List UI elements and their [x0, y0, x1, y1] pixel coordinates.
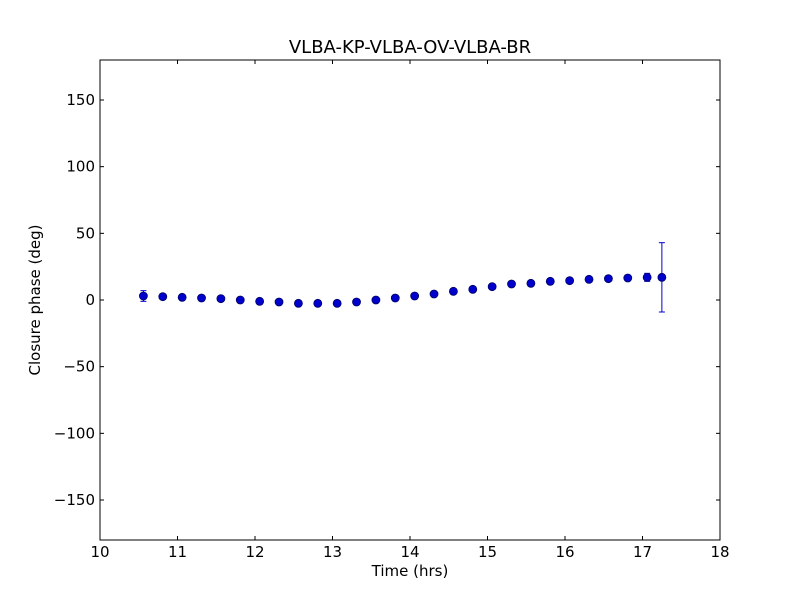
marker	[545, 276, 555, 286]
data-point	[138, 290, 148, 302]
data-point	[158, 292, 168, 302]
data-point	[313, 298, 323, 308]
data-point	[235, 295, 245, 305]
y-tick-label: −150	[54, 491, 95, 509]
x-tick-label: 12	[245, 543, 264, 561]
marker	[255, 296, 265, 306]
data-point	[410, 291, 420, 301]
chart-title: VLBA-KP-VLBA-OV-VLBA-BR	[289, 37, 531, 58]
x-tick-label: 14	[400, 543, 419, 561]
data-point	[448, 286, 458, 296]
data-point	[507, 279, 516, 289]
data-point	[177, 292, 187, 302]
marker	[584, 274, 594, 284]
marker	[177, 292, 187, 302]
marker	[216, 294, 226, 304]
marker	[468, 284, 478, 294]
x-axis: 10 11 12 13 14 15 16 17 18	[90, 60, 730, 561]
marker	[138, 291, 148, 301]
data-point	[468, 284, 478, 294]
marker	[448, 286, 458, 296]
marker	[657, 272, 667, 282]
marker	[429, 289, 439, 299]
data-point	[487, 282, 497, 292]
x-tick-label: 16	[555, 543, 574, 561]
marker	[565, 276, 575, 286]
marker	[197, 293, 206, 303]
x-tick-label: 18	[710, 543, 729, 561]
data-point	[216, 294, 226, 304]
data-point	[584, 274, 594, 284]
marker	[604, 274, 613, 284]
marker	[623, 273, 633, 283]
marker	[642, 272, 652, 282]
data-point	[197, 293, 206, 303]
data-point	[332, 298, 342, 308]
data-point	[293, 298, 303, 308]
marker	[410, 291, 420, 301]
marker	[313, 298, 323, 308]
data-point	[604, 274, 613, 284]
marker	[352, 297, 361, 307]
y-tick-label: 0	[85, 291, 95, 309]
y-tick-label: −50	[63, 358, 95, 376]
data-point	[545, 276, 555, 286]
data-point	[371, 295, 381, 305]
data-point	[623, 273, 633, 283]
plot-layer	[138, 242, 667, 313]
x-tick-label: 15	[478, 543, 497, 561]
data-point	[390, 293, 400, 303]
y-axis-title: Closure phase (deg)	[26, 225, 44, 376]
marker	[526, 278, 536, 288]
data-point	[429, 289, 439, 299]
data-point	[565, 276, 575, 286]
marker	[390, 293, 400, 303]
y-tick-label: 100	[66, 158, 95, 176]
x-tick-label: 10	[90, 543, 109, 561]
marker	[332, 298, 342, 308]
data-point	[657, 242, 667, 313]
data-point	[642, 272, 652, 282]
data-point	[274, 297, 284, 307]
y-axis: −150 −100 −50 0 50 100 150	[54, 91, 720, 509]
y-tick-label: 150	[66, 91, 95, 109]
data-point	[526, 278, 536, 288]
y-tick-label: 50	[76, 224, 95, 242]
marker	[371, 295, 381, 305]
y-tick-label: −100	[54, 424, 95, 442]
marker	[235, 295, 245, 305]
x-tick-label: 11	[168, 543, 187, 561]
data-point	[352, 297, 361, 307]
marker	[487, 282, 497, 292]
marker	[158, 292, 168, 302]
x-tick-label: 17	[633, 543, 652, 561]
x-axis-title: Time (hrs)	[371, 562, 449, 580]
marker	[507, 279, 516, 289]
data-point	[255, 296, 265, 306]
plot-frame	[99, 59, 721, 541]
x-tick-label: 13	[323, 543, 342, 561]
marker	[293, 298, 303, 308]
marker	[274, 297, 284, 307]
